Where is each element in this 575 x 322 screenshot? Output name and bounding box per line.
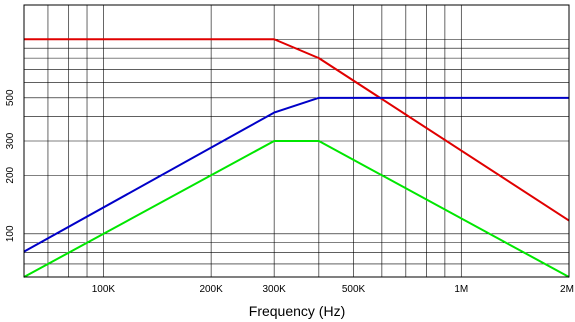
y-tick-label: 500 [5,89,16,106]
y-tick-labels: 100 200 300 500 [5,89,16,242]
x-tick-labels: 100K 200K 300K 500K 1M 2M [92,284,574,295]
x-axis-label: Frequency (Hz) [249,303,345,319]
y-tick-label: 100 [5,225,16,242]
y-tick-label: 200 [5,166,16,183]
x-tick-label: 500K [342,284,366,295]
series-line-2 [24,98,569,252]
chart-series [24,39,569,277]
series-line-3 [24,141,569,277]
x-tick-label: 2M [560,284,574,295]
x-tick-label: 1M [454,284,468,295]
x-tick-label: 100K [92,284,116,295]
x-tick-label: 200K [199,284,223,295]
x-tick-label: 300K [262,284,286,295]
series-line-1 [24,39,569,220]
y-tick-label: 300 [5,132,16,149]
